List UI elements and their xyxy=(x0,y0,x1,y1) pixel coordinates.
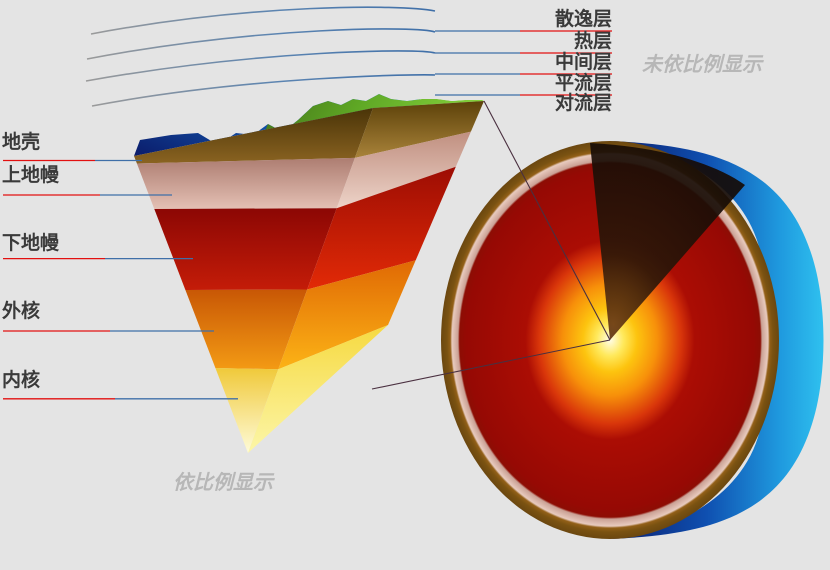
svg-text:平流层: 平流层 xyxy=(555,71,612,94)
svg-text:对流层: 对流层 xyxy=(555,91,612,114)
svg-text:依比例显示: 依比例显示 xyxy=(173,471,275,494)
svg-text:地壳: 地壳 xyxy=(2,130,40,153)
svg-text:下地幔: 下地幔 xyxy=(2,231,60,254)
svg-text:未依比例显示: 未依比例显示 xyxy=(642,53,764,76)
svg-text:热层: 热层 xyxy=(574,29,612,52)
svg-text:上地幔: 上地幔 xyxy=(2,163,60,186)
svg-text:外核: 外核 xyxy=(2,299,40,322)
svg-text:中间层: 中间层 xyxy=(555,50,612,73)
svg-text:散逸层: 散逸层 xyxy=(555,7,612,30)
svg-text:内核: 内核 xyxy=(2,368,40,391)
